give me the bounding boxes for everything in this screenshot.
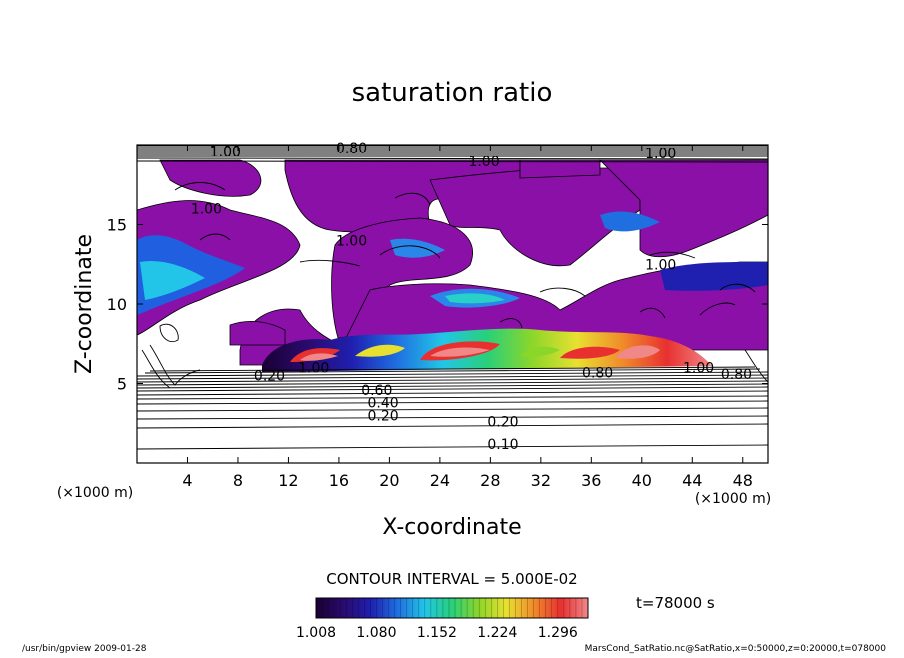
contour-label: 0.80 (582, 365, 613, 381)
contour-label: 0.40 (368, 396, 399, 412)
x-tick-label: 4 (182, 471, 192, 490)
contour-label: 0.20 (487, 415, 518, 431)
contour-interval: CONTOUR INTERVAL = 5.000E-02 (326, 570, 577, 588)
y-axis-ticks: 5 10 15 (107, 216, 768, 394)
y-tick-label: 15 (107, 216, 127, 235)
x-tick-label: 48 (733, 471, 753, 490)
x-tick-label: 12 (278, 471, 298, 490)
x-tick-label: 44 (682, 471, 702, 490)
x-unit-right: (×1000 m) (695, 491, 771, 507)
y-tick-label: 10 (107, 295, 127, 314)
x-axis-label: X-coordinate (382, 515, 521, 540)
contour-label: 1.00 (298, 361, 329, 377)
footer-right: MarsCond_SatRatio.nc@SatRatio,x=0:50000,… (585, 644, 887, 654)
contour-label: 1.00 (336, 233, 367, 249)
contour-label: 1.00 (210, 144, 241, 160)
colorbar-tick-label: 1.008 (296, 625, 336, 641)
contour-labels: 0.100.200.200.400.600.20 1.00 0.80 1.00 0.80… (191, 141, 752, 453)
x-tick-label: 24 (430, 471, 450, 490)
y-axis-label: Z-coordinate (72, 234, 97, 374)
contour-label: 1.00 (683, 361, 714, 377)
colorbar-tick-label: 1.152 (417, 625, 457, 641)
x-tick-label: 20 (379, 471, 399, 490)
contour-label: 0.20 (368, 408, 399, 424)
y-tick-label: 5 (117, 375, 127, 394)
top-contours (137, 145, 768, 163)
x-axis-ticks: 4 8 12 16 20 24 28 32 36 40 44 48 (182, 145, 753, 490)
contour-label: 1.00 (645, 146, 676, 162)
high-value-patches (137, 211, 768, 315)
x-tick-label: 28 (480, 471, 500, 490)
plot-area (137, 145, 768, 463)
x-tick-label: 16 (329, 471, 349, 490)
contour-label: 1.00 (645, 257, 676, 273)
contour-label: 1.00 (468, 154, 499, 170)
time-label: t=78000 s (636, 594, 715, 612)
contour-lines (137, 182, 768, 450)
contour-label: 0.10 (487, 437, 518, 453)
contour-label: 0.80 (336, 141, 367, 157)
colorbar-tick-label: 1.080 (356, 625, 396, 641)
colorbar-tick-label: 1.296 (538, 625, 578, 641)
contour-label: 0.20 (254, 369, 285, 385)
contour-label: 0.60 (361, 383, 392, 399)
x-tick-label: 36 (581, 471, 601, 490)
colorbar (315, 597, 589, 619)
contour-label: 0.80 (721, 367, 752, 383)
x-tick-label: 40 (632, 471, 652, 490)
x-tick-label: 8 (233, 471, 243, 490)
contour-label: 1.00 (191, 202, 222, 218)
x-unit-left: (×1000 m) (57, 485, 133, 501)
x-tick-label: 32 (531, 471, 551, 490)
footer-left: /usr/bin/gpview 2009-01-28 (22, 644, 147, 654)
colorbar-ticks: 1.008 1.080 1.152 1.224 1.296 (296, 598, 583, 641)
chart-title: saturation ratio (352, 78, 553, 108)
colorbar-tick-label: 1.224 (477, 625, 517, 641)
